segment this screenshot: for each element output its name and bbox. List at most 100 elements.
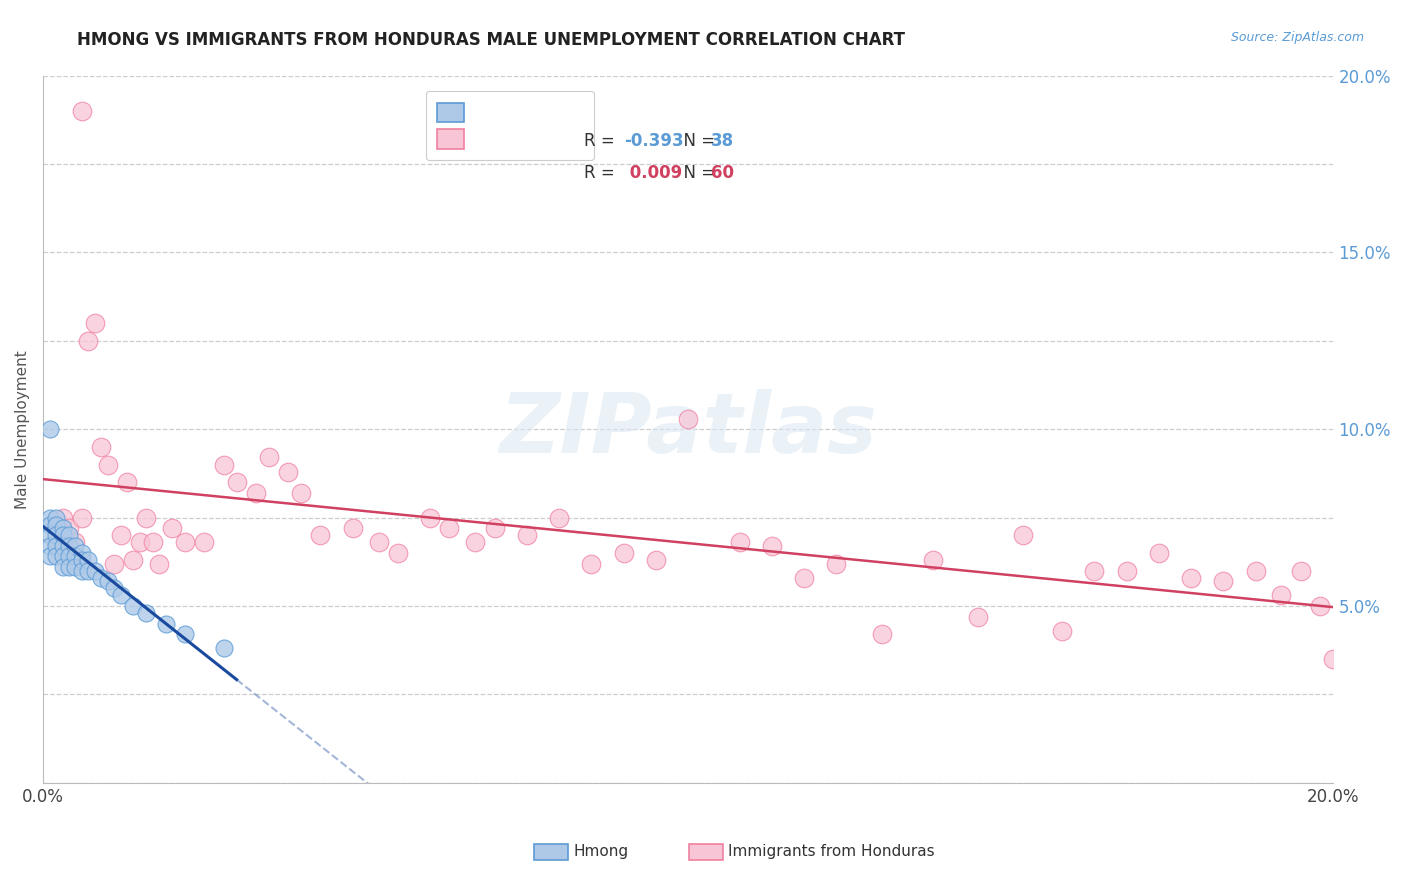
Point: [290, 485, 312, 500]
Point: [129, 535, 152, 549]
Point: [419, 510, 441, 524]
Point: [174, 627, 197, 641]
Point: [1289, 564, 1312, 578]
Legend: placeholder1, placeholder2: placeholder1, placeholder2: [426, 91, 593, 161]
Point: [38, 510, 60, 524]
Point: [51, 539, 73, 553]
Point: [644, 553, 666, 567]
Point: [58, 521, 80, 535]
Point: [613, 546, 636, 560]
Point: [70, 103, 93, 118]
Point: [135, 510, 157, 524]
Text: -0.393: -0.393: [624, 132, 683, 150]
Text: 60: 60: [711, 164, 734, 182]
Point: [90, 440, 112, 454]
Point: [193, 535, 215, 549]
Point: [793, 571, 815, 585]
Point: [70, 553, 93, 567]
Point: [870, 627, 893, 641]
Point: [967, 609, 990, 624]
Text: HMONG VS IMMIGRANTS FROM HONDURAS MALE UNEMPLOYMENT CORRELATION CHART: HMONG VS IMMIGRANTS FROM HONDURAS MALE U…: [77, 31, 905, 49]
Point: [922, 553, 945, 567]
Point: [309, 528, 332, 542]
Point: [1050, 624, 1073, 638]
Point: [58, 528, 80, 542]
Point: [51, 510, 73, 524]
Point: [51, 521, 73, 535]
Point: [342, 521, 364, 535]
Point: [464, 535, 486, 549]
Point: [51, 560, 73, 574]
Point: [70, 546, 93, 560]
Point: [38, 517, 60, 532]
Point: [155, 616, 177, 631]
Point: [367, 535, 389, 549]
Point: [581, 557, 603, 571]
Point: [122, 599, 145, 613]
Point: [70, 510, 93, 524]
Point: [1147, 546, 1170, 560]
Point: [45, 539, 67, 553]
Point: [439, 521, 461, 535]
Point: [277, 465, 299, 479]
Point: [676, 411, 699, 425]
Point: [77, 553, 100, 567]
Point: [90, 571, 112, 585]
Point: [516, 528, 538, 542]
Point: [110, 588, 132, 602]
Text: 0.009: 0.009: [624, 164, 682, 182]
Point: [45, 517, 67, 532]
Point: [38, 422, 60, 436]
Point: [83, 564, 105, 578]
Point: [51, 528, 73, 542]
Point: [58, 549, 80, 564]
Text: ZIPatlas: ZIPatlas: [499, 389, 877, 470]
Point: [38, 528, 60, 542]
Point: [65, 539, 87, 553]
Point: [38, 549, 60, 564]
Point: [45, 535, 67, 549]
Point: [115, 475, 138, 490]
Point: [77, 564, 100, 578]
Text: Immigrants from Honduras: Immigrants from Honduras: [728, 845, 935, 859]
Point: [38, 539, 60, 553]
Point: [45, 528, 67, 542]
Point: [97, 574, 120, 589]
Point: [51, 549, 73, 564]
Point: [548, 510, 571, 524]
Point: [103, 557, 125, 571]
Point: [1212, 574, 1234, 589]
Point: [70, 564, 93, 578]
Point: [97, 458, 120, 472]
Point: [110, 528, 132, 542]
Point: [1244, 564, 1267, 578]
Point: [45, 549, 67, 564]
Y-axis label: Male Unemployment: Male Unemployment: [15, 350, 30, 508]
Point: [387, 546, 409, 560]
Text: N =: N =: [673, 164, 720, 182]
Text: R =: R =: [585, 164, 620, 182]
Point: [225, 475, 247, 490]
Point: [122, 553, 145, 567]
Point: [484, 521, 506, 535]
Point: [825, 557, 848, 571]
Point: [142, 535, 165, 549]
Point: [58, 560, 80, 574]
Point: [45, 510, 67, 524]
Point: [65, 549, 87, 564]
Text: R =: R =: [585, 132, 620, 150]
Text: Source: ZipAtlas.com: Source: ZipAtlas.com: [1230, 31, 1364, 45]
Point: [135, 606, 157, 620]
Point: [212, 458, 235, 472]
Point: [83, 316, 105, 330]
Point: [212, 641, 235, 656]
Text: N =: N =: [673, 132, 720, 150]
Point: [148, 557, 170, 571]
Point: [1180, 571, 1202, 585]
Point: [174, 535, 197, 549]
Point: [160, 521, 183, 535]
Point: [65, 535, 87, 549]
Point: [77, 334, 100, 348]
Point: [1309, 599, 1331, 613]
Point: [1270, 588, 1292, 602]
